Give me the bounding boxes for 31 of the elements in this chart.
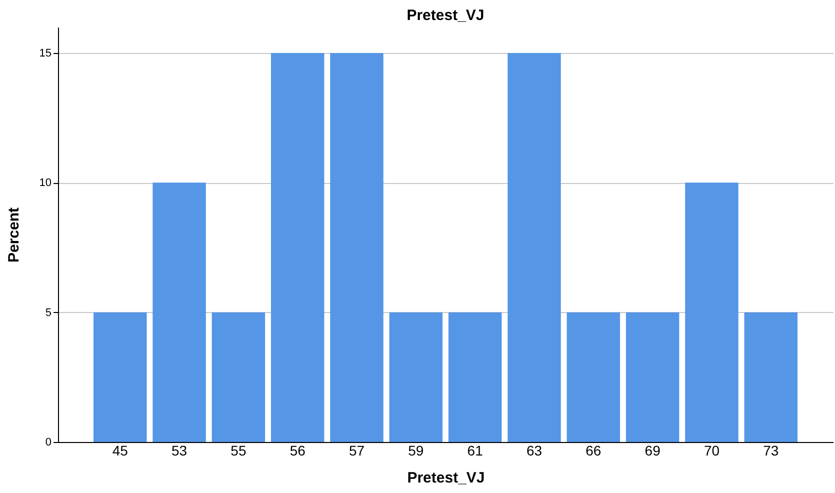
x-tick-label: 63 bbox=[526, 442, 542, 458]
x-tick-label: 55 bbox=[230, 442, 246, 458]
bar bbox=[93, 312, 147, 442]
x-tick-label: 59 bbox=[408, 442, 424, 458]
y-axis-title: Percent bbox=[5, 207, 22, 263]
chart-title: Pretest_VJ bbox=[406, 7, 484, 24]
bar bbox=[389, 312, 443, 442]
bar bbox=[330, 52, 384, 442]
x-tick-label: 73 bbox=[763, 442, 779, 458]
bar bbox=[212, 312, 266, 442]
bar bbox=[685, 182, 738, 442]
y-tick-label: 10 bbox=[39, 177, 52, 190]
y-tick-label: 0 bbox=[45, 436, 52, 448]
y-tick-label: 15 bbox=[39, 47, 52, 60]
x-axis-title: Pretest_VJ bbox=[407, 470, 485, 486]
x-tick-label: 53 bbox=[171, 442, 188, 458]
bar bbox=[508, 52, 561, 442]
x-tick-label: 56 bbox=[290, 442, 306, 458]
bar bbox=[152, 182, 206, 442]
x-tick-label: 61 bbox=[467, 442, 484, 458]
bar bbox=[270, 52, 324, 442]
x-tick-label: 66 bbox=[586, 442, 602, 458]
x-tick-label: 57 bbox=[348, 442, 365, 458]
bar bbox=[626, 312, 680, 442]
bar bbox=[744, 312, 798, 442]
x-tick-label: 69 bbox=[644, 442, 661, 458]
bar bbox=[448, 312, 502, 442]
bar bbox=[566, 312, 620, 442]
y-tick-label: 5 bbox=[45, 306, 52, 319]
x-tick-label: 70 bbox=[704, 442, 720, 458]
x-tick-label: 45 bbox=[112, 442, 128, 458]
